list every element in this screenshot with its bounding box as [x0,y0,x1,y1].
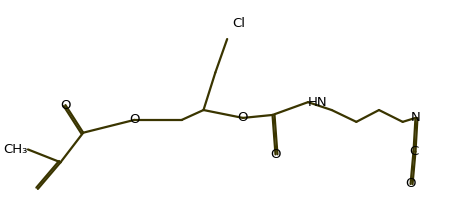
Text: O: O [129,113,140,126]
Text: O: O [270,148,281,161]
Text: O: O [405,177,416,190]
Text: C: C [409,145,418,158]
Text: CH₃: CH₃ [4,143,28,156]
Text: Cl: Cl [233,17,246,30]
Text: HN: HN [308,96,328,109]
Text: O: O [60,99,71,112]
Text: O: O [238,111,248,124]
Text: N: N [410,111,420,124]
